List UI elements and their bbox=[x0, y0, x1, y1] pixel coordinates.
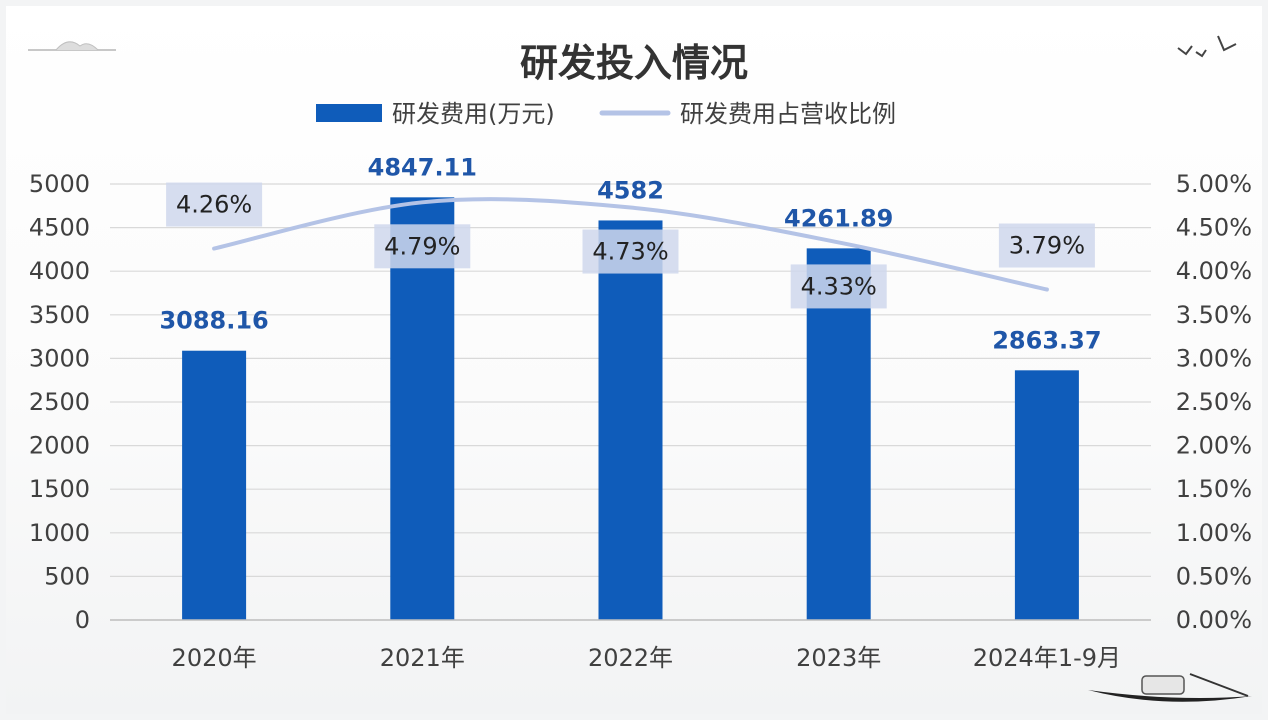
x-tick-label: 2022年 bbox=[588, 644, 673, 672]
legend-bar-swatch bbox=[316, 104, 382, 122]
bar bbox=[806, 248, 871, 620]
y2-tick-label: 5.00% bbox=[1176, 170, 1252, 198]
percent-label-box bbox=[790, 264, 887, 309]
y-tick-label: 1000 bbox=[29, 519, 90, 547]
y2-tick-label: 3.00% bbox=[1176, 344, 1252, 372]
landscape-icon bbox=[28, 41, 116, 51]
x-tick-label: 2023年 bbox=[796, 644, 881, 672]
y2-tick-label: 2.50% bbox=[1176, 388, 1252, 416]
percent-label-box bbox=[166, 182, 263, 227]
bar bbox=[1014, 370, 1079, 620]
y-tick-label: 3500 bbox=[29, 301, 90, 329]
bar bbox=[598, 220, 663, 621]
right-axis: 0.00% 0.50% 1.00% 1.50% 2.00% 2.50% 3.00% 3.50%… bbox=[1176, 170, 1252, 634]
y2-tick-label: 3.50% bbox=[1176, 301, 1252, 329]
chart-svg: 研发投入情况 研发费用(万元) 研发费用占营收比例 0 500 1000 1500 20… bbox=[28, 35, 1252, 702]
chart-title: 研发投入情况 bbox=[520, 41, 748, 85]
percent-label-box bbox=[582, 229, 679, 274]
y2-tick-label: 4.00% bbox=[1176, 257, 1252, 285]
y2-tick-label: 1.00% bbox=[1176, 519, 1252, 547]
boat-icon bbox=[1088, 673, 1252, 702]
bar-labels: 3088.16 4847.11 4582 4261.89 2863.37 bbox=[159, 153, 1101, 354]
y2-tick-label: 4.50% bbox=[1176, 214, 1252, 242]
bar-value-label: 4847.11 bbox=[368, 153, 477, 181]
y-tick-label: 4000 bbox=[29, 257, 90, 285]
y-tick-label: 0 bbox=[75, 606, 90, 634]
legend: 研发费用(万元) 研发费用占营收比例 bbox=[316, 100, 896, 128]
x-tick-label: 2021年 bbox=[380, 644, 465, 672]
y-tick-label: 1500 bbox=[29, 475, 90, 503]
percent-value-label: 3.79% bbox=[1009, 232, 1085, 260]
y2-tick-label: 1.50% bbox=[1176, 475, 1252, 503]
bar-value-label: 4261.89 bbox=[784, 204, 893, 232]
percent-label-box bbox=[998, 223, 1095, 268]
percent-value-label: 4.33% bbox=[801, 272, 877, 300]
left-axis: 0 500 1000 1500 2000 2500 3000 3500 4000 4500 5000 bbox=[29, 170, 90, 634]
percent-value-label: 4.73% bbox=[592, 238, 668, 266]
y-tick-label: 3000 bbox=[29, 344, 90, 372]
legend-line-label: 研发费用占营收比例 bbox=[680, 100, 896, 128]
bar-value-label: 4582 bbox=[597, 176, 664, 204]
y-tick-label: 500 bbox=[44, 562, 90, 590]
y-tick-label: 5000 bbox=[29, 170, 90, 198]
decoration bbox=[28, 35, 1252, 702]
y-tick-label: 2500 bbox=[29, 388, 90, 416]
bar-value-label: 2863.37 bbox=[992, 326, 1101, 354]
percent-labels: 4.26% 4.79% 4.73% 4.33% 3.79% bbox=[166, 182, 1095, 309]
line-series bbox=[212, 197, 1049, 292]
chart-frame: 研发投入情况 研发费用(万元) 研发费用占营收比例 0 500 1000 1500 20… bbox=[6, 6, 1262, 714]
y2-tick-label: 0.50% bbox=[1176, 562, 1252, 590]
line-path bbox=[212, 197, 1049, 292]
y2-tick-label: 0.00% bbox=[1176, 606, 1252, 634]
y-tick-label: 4500 bbox=[29, 214, 90, 242]
percent-value-label: 4.26% bbox=[176, 191, 252, 219]
y-tick-label: 2000 bbox=[29, 432, 90, 460]
percent-label-box bbox=[374, 224, 471, 269]
bar-value-label: 3088.16 bbox=[159, 307, 268, 335]
x-tick-label: 2020年 bbox=[172, 644, 257, 672]
birds-icon bbox=[1177, 35, 1237, 58]
percent-value-label: 4.79% bbox=[384, 232, 460, 260]
y2-tick-label: 2.00% bbox=[1176, 432, 1252, 460]
x-tick-label: 2024年1-9月 bbox=[973, 644, 1121, 672]
bar bbox=[182, 350, 247, 620]
x-axis: 2020年 2021年 2022年 2023年 2024年1-9月 bbox=[110, 619, 1151, 672]
legend-bar-label: 研发费用(万元) bbox=[392, 100, 555, 128]
